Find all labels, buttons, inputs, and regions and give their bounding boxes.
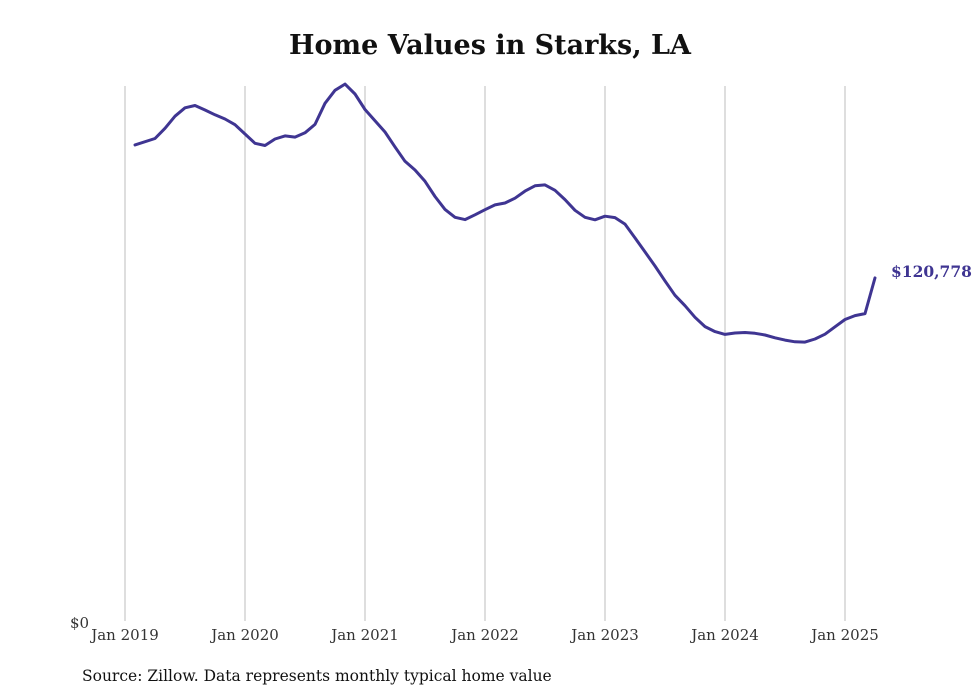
x-tick-label: Jan 2023: [569, 626, 639, 644]
x-tick-label: Jan 2025: [809, 626, 879, 644]
x-tick-label: Jan 2022: [449, 626, 519, 644]
x-tick-label: Jan 2020: [209, 626, 279, 644]
series-line: [133, 82, 877, 344]
y-tick-label: $0: [70, 614, 89, 632]
chart-title: Home Values in Starks, LA: [289, 30, 691, 61]
x-tick-label: Jan 2021: [329, 626, 399, 644]
source-note: Source: Zillow. Data represents monthly …: [82, 667, 552, 685]
x-tick-label: Jan 2019: [89, 626, 159, 644]
x-tick-label: Jan 2024: [689, 626, 759, 644]
end-value-label: $120,778: [891, 262, 972, 281]
